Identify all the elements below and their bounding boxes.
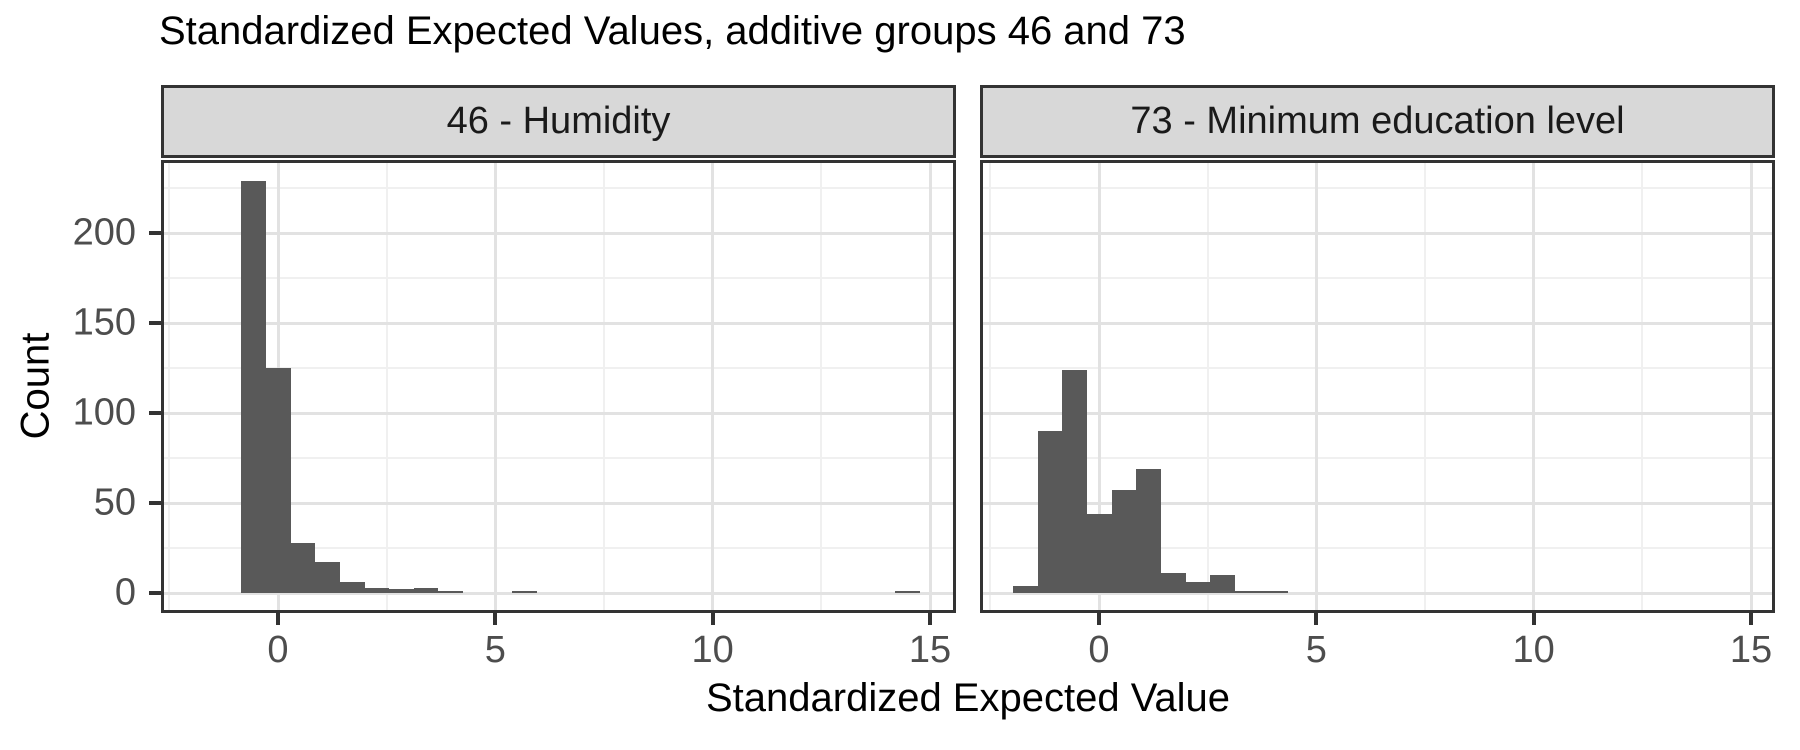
histogram-bar xyxy=(1259,591,1288,593)
gridline-minor-horizontal xyxy=(980,367,1775,369)
gridline-major-horizontal xyxy=(980,501,1775,505)
x-axis-tick xyxy=(1097,613,1101,625)
histogram-bar xyxy=(1062,370,1087,593)
histogram-bar xyxy=(1136,469,1161,593)
histogram-bar xyxy=(291,543,315,593)
gridline-minor-vertical xyxy=(168,160,171,613)
gridline-minor-horizontal xyxy=(980,457,1775,459)
x-axis-title: Standardized Expected Value xyxy=(705,676,1231,720)
gridline-major-horizontal xyxy=(161,321,956,325)
gridline-major-vertical xyxy=(1314,160,1318,613)
gridline-minor-vertical xyxy=(820,160,823,613)
x-axis-tick xyxy=(1749,613,1754,625)
y-axis-tick-label: 0 xyxy=(114,571,136,614)
gridline-minor-horizontal xyxy=(980,187,1775,189)
gridline-major-vertical xyxy=(1097,160,1101,613)
chart-title: Standardized Expected Values, additive g… xyxy=(159,9,1186,53)
x-axis-tick-label: 15 xyxy=(1729,629,1773,671)
histogram-bar xyxy=(414,588,438,593)
gridline-major-horizontal xyxy=(980,231,1775,235)
histogram-bar xyxy=(315,562,340,593)
gridline-minor-horizontal xyxy=(161,457,956,459)
y-axis-tick-label: 200 xyxy=(72,211,136,254)
histogram-bar xyxy=(438,591,463,593)
gridline-major-horizontal xyxy=(980,591,1775,595)
x-axis-tick-label: 0 xyxy=(267,629,289,671)
y-axis-tick xyxy=(149,321,161,325)
gridline-major-horizontal xyxy=(161,411,956,415)
x-axis-tick xyxy=(928,613,933,625)
gridline-major-vertical xyxy=(493,160,497,613)
histogram-bar xyxy=(1161,573,1186,593)
y-axis-tick-label: 100 xyxy=(72,391,136,434)
gridline-minor-horizontal xyxy=(161,187,956,189)
facet-strip-label: 73 - Minimum education level xyxy=(1130,100,1625,142)
x-axis-tick-label: 5 xyxy=(484,629,506,671)
histogram-bar xyxy=(1235,591,1259,593)
x-axis-tick xyxy=(1531,613,1536,625)
gridline-minor-horizontal xyxy=(161,547,956,549)
x-axis-tick-label: 0 xyxy=(1088,629,1110,671)
facet-panel-73-minimum-education-level xyxy=(980,160,1775,613)
gridline-major-horizontal xyxy=(980,411,1775,415)
histogram-bar xyxy=(895,591,920,593)
gridline-minor-horizontal xyxy=(161,367,956,369)
gridline-minor-vertical xyxy=(989,160,992,613)
gridline-minor-horizontal xyxy=(161,277,956,279)
x-axis-tick-label: 5 xyxy=(1305,629,1327,671)
facet-strip-73-minimum-education-level: 73 - Minimum education level xyxy=(980,85,1775,158)
x-axis-tick xyxy=(1314,613,1319,625)
y-axis-tick xyxy=(149,591,161,595)
x-axis-tick-label: 10 xyxy=(1512,629,1555,671)
facet-panel-46-humidity xyxy=(161,160,956,613)
gridline-minor-vertical xyxy=(1206,160,1209,613)
gridline-minor-vertical xyxy=(385,160,388,613)
gridline-minor-vertical xyxy=(1641,160,1644,613)
y-axis-tick xyxy=(149,231,161,235)
gridline-major-horizontal xyxy=(161,591,956,595)
histogram-bar xyxy=(1210,575,1235,593)
histogram-bar xyxy=(1186,582,1210,593)
histogram-bar xyxy=(241,181,266,593)
gridline-major-horizontal xyxy=(980,321,1775,325)
gridline-minor-vertical xyxy=(1424,160,1427,613)
y-axis-tick xyxy=(149,501,161,505)
y-axis-tick-label: 150 xyxy=(72,301,136,344)
gridline-minor-horizontal xyxy=(980,277,1775,279)
histogram-bar xyxy=(266,368,291,593)
histogram-bar xyxy=(512,591,537,593)
histogram-bar xyxy=(1112,490,1136,593)
x-axis-tick xyxy=(276,613,280,625)
facet-strip-label: 46 - Humidity xyxy=(446,100,671,142)
gridline-major-vertical xyxy=(711,160,715,613)
y-axis-tick xyxy=(149,411,161,415)
x-axis-tick xyxy=(493,613,498,625)
histogram-bar xyxy=(1038,431,1062,593)
y-axis-tick-label: 50 xyxy=(93,481,136,524)
gridline-major-horizontal xyxy=(161,231,956,235)
gridline-major-vertical xyxy=(928,160,932,613)
x-axis-tick-label: 10 xyxy=(691,629,734,671)
gridline-minor-horizontal xyxy=(980,547,1775,549)
x-axis-tick-label: 15 xyxy=(908,629,952,671)
gridline-major-vertical xyxy=(1749,160,1753,613)
histogram-bar xyxy=(340,582,365,593)
gridline-major-horizontal xyxy=(161,501,956,505)
x-axis-tick xyxy=(710,613,715,625)
histogram-bar xyxy=(365,588,389,593)
gridline-minor-vertical xyxy=(603,160,606,613)
gridline-major-vertical xyxy=(1532,160,1536,613)
histogram-bar xyxy=(1087,514,1112,593)
histogram-bar xyxy=(389,589,414,593)
panel-border xyxy=(161,160,956,613)
histogram-bar xyxy=(1013,586,1038,593)
facet-strip-46-humidity: 46 - Humidity xyxy=(161,85,956,158)
panel-border xyxy=(980,160,1775,613)
